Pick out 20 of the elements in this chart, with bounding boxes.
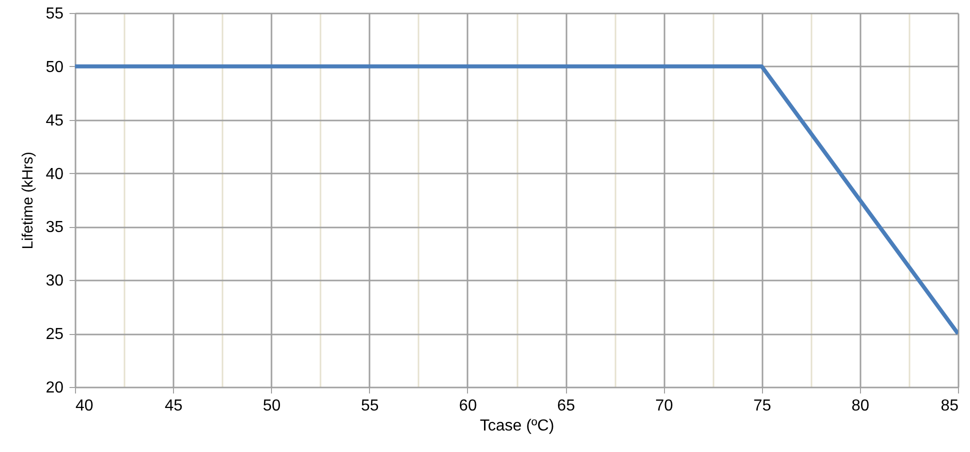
y-tick-label: 45 — [46, 112, 64, 130]
x-tick-label: 50 — [262, 398, 281, 414]
x-tick-label: 80 — [851, 398, 870, 414]
x-tick-label: 70 — [655, 398, 674, 414]
x-tick-label: 60 — [459, 398, 477, 414]
x-tick-label: 45 — [164, 398, 183, 414]
y-tick-label: 25 — [46, 326, 64, 344]
y-tick-label: 20 — [46, 380, 64, 396]
x-tick-label: 55 — [360, 398, 379, 414]
x-tick-label: 40 — [76, 398, 94, 414]
x-axis-title: Tcase (ºC) — [480, 418, 554, 434]
x-tick-label: 65 — [557, 398, 576, 414]
y-tick-label: 40 — [46, 166, 64, 183]
y-tick-label: 50 — [46, 58, 64, 76]
y-tick-label: 35 — [46, 219, 64, 236]
y-tick-label: 55 — [46, 6, 64, 22]
x-tick-label: 85 — [940, 398, 959, 414]
y-tick-label: 30 — [46, 272, 64, 290]
x-tick-label: 75 — [753, 398, 772, 414]
y-axis-title: Lifetime (kHrs) — [20, 152, 37, 250]
